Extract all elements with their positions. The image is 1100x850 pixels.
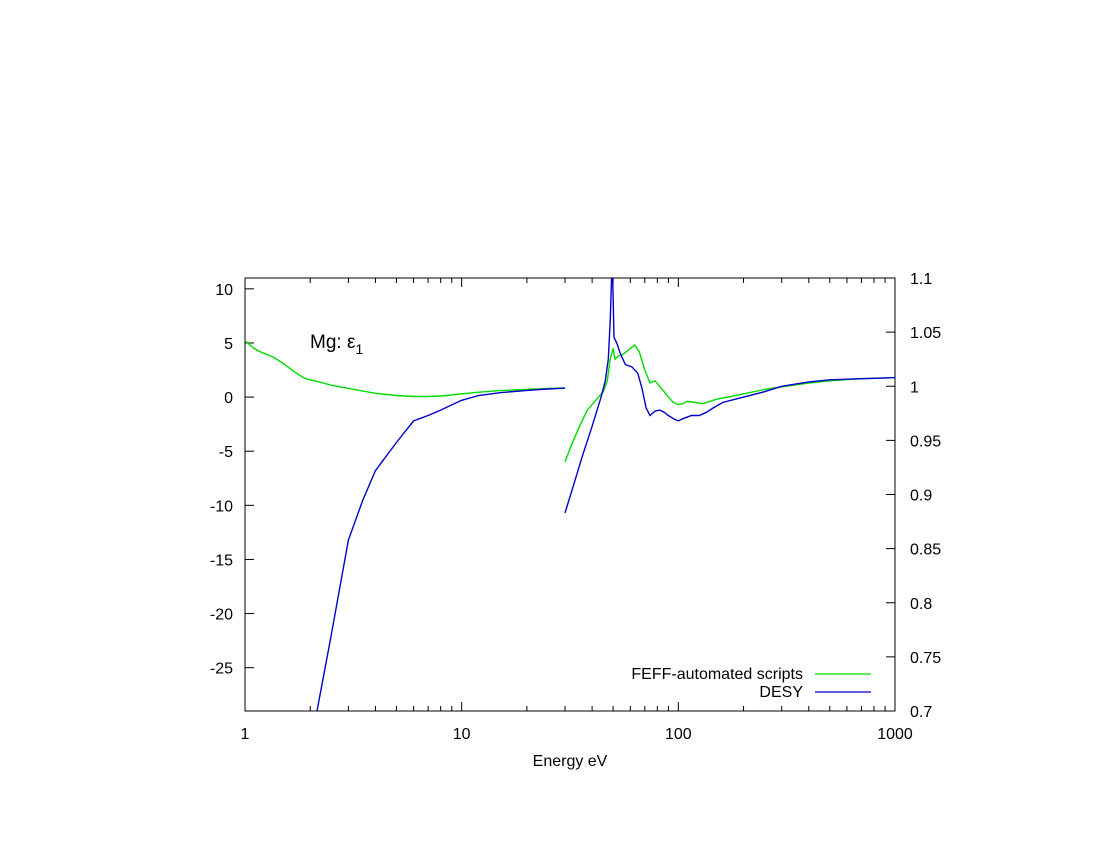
series-lines	[245, 278, 895, 711]
x-tick-label: 1000	[877, 726, 913, 743]
y-left-tick-label: 5	[224, 336, 233, 353]
series-line-1-right	[564, 278, 895, 514]
x-tick-label: 1	[241, 726, 250, 743]
series-line-0-left	[245, 340, 566, 398]
y-left-tick-label: -15	[210, 552, 233, 569]
annotation-subscript: 1	[355, 341, 363, 357]
series-line-1-left	[316, 387, 566, 711]
y-left-tick-label: -20	[210, 607, 233, 624]
legend: FEFF-automated scripts DESY	[631, 666, 871, 701]
y-right-tick-label: 1.05	[910, 325, 941, 342]
y-right-tick-label: 0.95	[910, 433, 941, 450]
legend-label-0: FEFF-automated scripts	[631, 666, 803, 683]
y-right-tick-label: 1.1	[910, 271, 932, 288]
x-tick-label: 100	[665, 726, 692, 743]
legend-label-1: DESY	[759, 684, 803, 701]
y-left-tick-label: -10	[210, 498, 233, 515]
y-right-tick-label: 0.7	[910, 704, 932, 721]
y-left-tick-label: -5	[219, 444, 233, 461]
ticks	[244, 277, 896, 712]
y-right-tick-label: 0.9	[910, 488, 932, 505]
y-left-tick-label: -25	[210, 661, 233, 678]
y-left-tick-label: 0	[224, 390, 233, 407]
x-tick-label: 10	[453, 726, 471, 743]
tick-labels: 1 10 100 1000 10 5 0 -5 -10 -15 -20 -25 1.1 1.05 1 0.95…	[210, 271, 941, 743]
y-right-tick-label: 0.75	[910, 650, 941, 667]
y-right-tick-label: 0.85	[910, 542, 941, 559]
x-axis-label: Energy eV	[533, 753, 608, 770]
series-line-0-right	[564, 344, 895, 463]
y-right-tick-label: 0.8	[910, 596, 932, 613]
chart-annotation: Mg: ε1	[310, 332, 363, 357]
y-right-tick-label: 1	[910, 379, 919, 396]
y-left-tick-label: 10	[215, 282, 233, 299]
